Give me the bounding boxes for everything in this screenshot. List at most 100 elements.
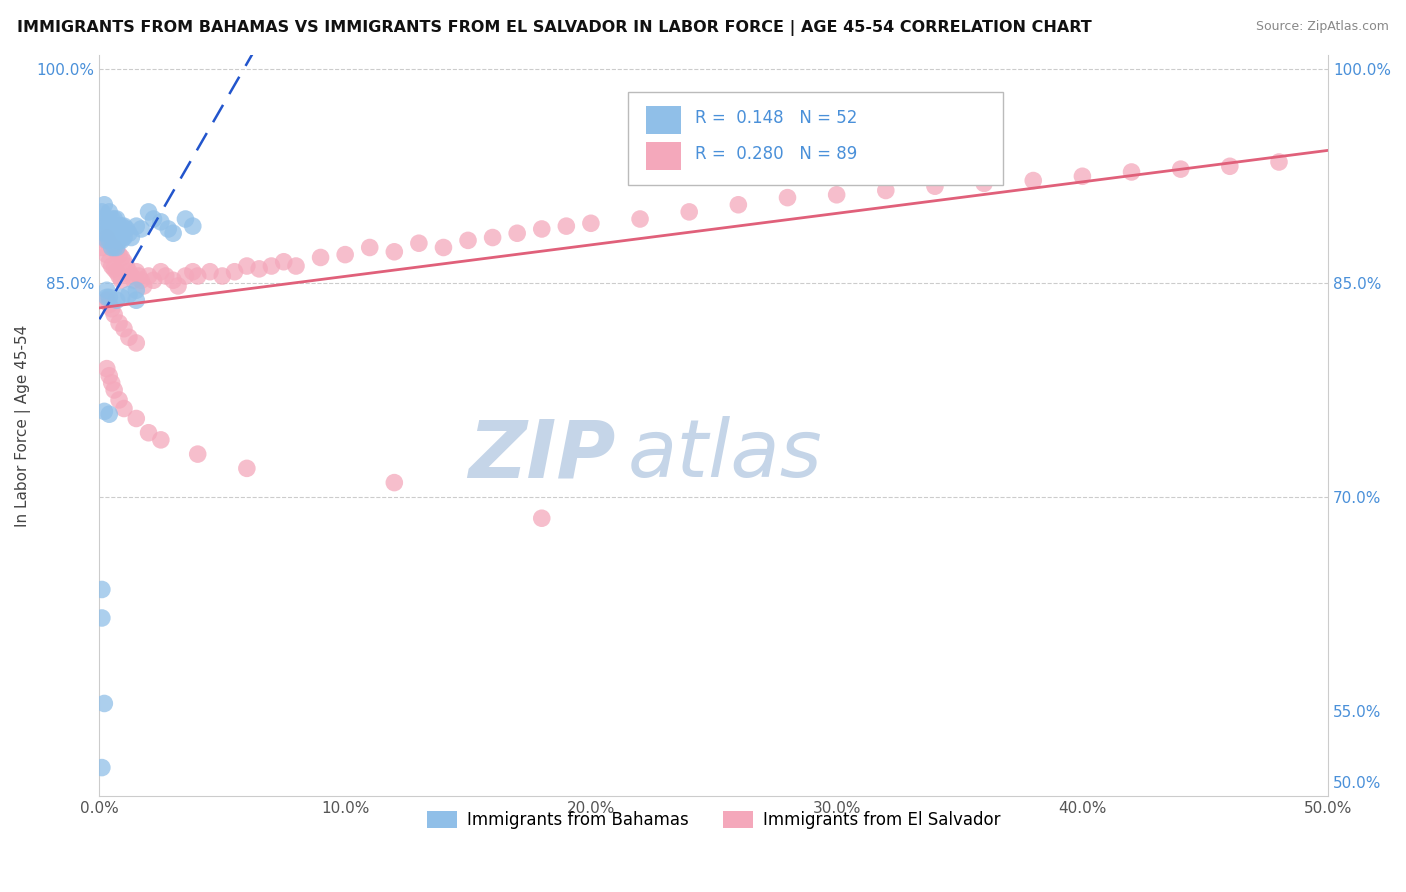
Point: [112, 322, 135, 336]
Point: [100, 376, 122, 390]
Point: [1071, 169, 1094, 184]
Point: [125, 265, 148, 279]
Point: [112, 254, 135, 268]
Legend: Immigrants from Bahamas, Immigrants from El Salvador: Immigrants from Bahamas, Immigrants from…: [420, 805, 1007, 836]
Point: [138, 425, 160, 440]
Point: [110, 290, 132, 304]
Point: [138, 205, 160, 219]
Point: [530, 222, 553, 236]
Text: ZIP: ZIP: [468, 417, 616, 494]
Bar: [647, 142, 681, 170]
Point: [129, 273, 152, 287]
Point: [110, 233, 132, 247]
Point: [90, 611, 112, 625]
Point: [125, 283, 148, 297]
Point: [96, 226, 118, 240]
Point: [1268, 155, 1291, 169]
Point: [112, 401, 135, 416]
Point: [100, 226, 122, 240]
Point: [432, 240, 454, 254]
Point: [125, 219, 148, 234]
Point: [120, 230, 142, 244]
Point: [128, 268, 150, 283]
Point: [96, 293, 118, 308]
Point: [110, 251, 132, 265]
Point: [162, 273, 184, 287]
Point: [115, 259, 138, 273]
Point: [628, 212, 651, 227]
Point: [198, 265, 221, 279]
Text: atlas: atlas: [627, 417, 823, 494]
Point: [103, 240, 125, 254]
Point: [110, 219, 132, 234]
Point: [247, 261, 270, 276]
Point: [408, 236, 430, 251]
Point: [90, 582, 112, 597]
Point: [108, 247, 131, 261]
Point: [236, 259, 259, 273]
Point: [167, 279, 190, 293]
Point: [103, 226, 125, 240]
Point: [105, 226, 128, 240]
Point: [100, 301, 122, 316]
Point: [138, 268, 160, 283]
Point: [973, 177, 995, 191]
Point: [211, 268, 233, 283]
Point: [129, 222, 152, 236]
Point: [96, 247, 118, 261]
Point: [98, 368, 121, 383]
Point: [273, 254, 295, 268]
Point: [90, 205, 112, 219]
Point: [96, 233, 118, 247]
Y-axis label: In Labor Force | Age 45-54: In Labor Force | Age 45-54: [15, 325, 31, 527]
Point: [142, 273, 165, 287]
Point: [875, 184, 897, 198]
Point: [105, 244, 128, 259]
Text: Source: ZipAtlas.com: Source: ZipAtlas.com: [1256, 20, 1389, 33]
Point: [555, 219, 578, 234]
FancyBboxPatch shape: [627, 92, 1002, 185]
Point: [149, 215, 172, 229]
Text: R =  0.148   N = 52: R = 0.148 N = 52: [696, 109, 858, 128]
Point: [359, 240, 381, 254]
Point: [105, 265, 128, 279]
Point: [727, 198, 749, 212]
Point: [1219, 159, 1241, 173]
Point: [93, 198, 115, 212]
Point: [382, 244, 405, 259]
Bar: [647, 106, 681, 135]
Text: IMMIGRANTS FROM BAHAMAS VS IMMIGRANTS FROM EL SALVADOR IN LABOR FORCE | AGE 45-5: IMMIGRANTS FROM BAHAMAS VS IMMIGRANTS FR…: [17, 20, 1091, 36]
Point: [1121, 165, 1143, 179]
Point: [149, 265, 172, 279]
Point: [825, 187, 848, 202]
Point: [93, 219, 115, 234]
Point: [174, 212, 197, 227]
Point: [224, 265, 246, 279]
Point: [96, 212, 118, 227]
Point: [96, 230, 118, 244]
Point: [118, 226, 141, 240]
Point: [118, 265, 141, 279]
Point: [118, 287, 141, 301]
Point: [506, 226, 529, 240]
Point: [181, 219, 204, 234]
Point: [382, 475, 405, 490]
Point: [105, 293, 128, 308]
Point: [98, 233, 121, 247]
Point: [108, 392, 131, 407]
Point: [108, 268, 131, 283]
Point: [98, 290, 121, 304]
Point: [181, 265, 204, 279]
Point: [93, 226, 115, 240]
Point: [187, 268, 209, 283]
Point: [93, 697, 115, 711]
Point: [579, 216, 602, 230]
Point: [98, 219, 121, 234]
Point: [98, 205, 121, 219]
Point: [90, 240, 112, 254]
Point: [103, 308, 125, 322]
Point: [481, 230, 503, 244]
Point: [115, 222, 138, 236]
Point: [108, 233, 131, 247]
Point: [530, 511, 553, 525]
